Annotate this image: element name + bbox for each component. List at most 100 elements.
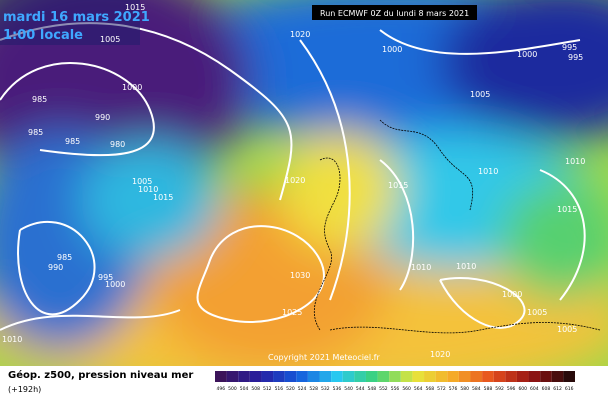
isobar-label: 1015 — [125, 3, 145, 12]
scale-label: 604 — [530, 386, 539, 392]
isobar-label: 1020 — [285, 176, 305, 185]
isobar-label: 1010 — [565, 157, 585, 166]
scale-swatch — [424, 371, 436, 382]
scale-label: 520 — [286, 386, 295, 392]
scale-label: 572 — [437, 386, 446, 392]
scale-label: 496 — [217, 386, 226, 392]
isobar-label: 990 — [48, 263, 63, 272]
footer-title: Géop. z500, pression niveau mer — [8, 369, 193, 381]
scale-swatch — [447, 371, 459, 382]
scale-swatch — [528, 371, 541, 382]
scale-swatch — [435, 371, 448, 382]
isobar-label: 1030 — [290, 271, 310, 280]
scale-swatch — [470, 371, 483, 382]
scale-swatch — [563, 371, 575, 382]
footer-lead: (+192h) — [8, 385, 41, 394]
scale-label: 532 — [321, 386, 330, 392]
isobar-label: 1000 — [502, 290, 522, 299]
scale-swatch — [261, 371, 274, 382]
isobar-label: 1015 — [388, 181, 408, 190]
isobar-label: 1010 — [2, 335, 22, 344]
scale-swatch — [365, 371, 378, 382]
scale-label: 616 — [565, 386, 574, 392]
scale-label: 556 — [391, 386, 400, 392]
scale-label: 576 — [449, 386, 458, 392]
isobar-label: 1010 — [456, 262, 476, 271]
isobar-label: 1015 — [557, 205, 577, 214]
scale-label: 560 — [402, 386, 411, 392]
isobar-label: 1005 — [100, 35, 120, 44]
isobar-label: 1000 — [517, 50, 537, 59]
isobar-label: 1005 — [470, 90, 490, 99]
isobar-label: 1005 — [557, 325, 577, 334]
scale-label: 600 — [518, 386, 527, 392]
scale-swatch — [342, 371, 355, 382]
isobar-label: 1010 — [478, 167, 498, 176]
isobar-label: 1020 — [430, 350, 450, 359]
isobar-label: 990 — [95, 113, 110, 122]
scale-swatch — [540, 371, 552, 382]
isobar-label: 985 — [65, 137, 80, 146]
isobar-label: 1020 — [290, 30, 310, 39]
scale-label: 528 — [309, 386, 318, 392]
isobar-labels: 1015100510201000100099599510009859909859… — [2, 3, 585, 359]
isobar-label: 1005 — [132, 177, 152, 186]
isobar-label: 1000 — [105, 280, 125, 289]
scale-label: 524 — [298, 386, 307, 392]
scale-label: 612 — [553, 386, 562, 392]
scale-label: 588 — [484, 386, 493, 392]
coastlines — [313, 119, 601, 334]
scale-swatch — [389, 371, 401, 382]
scale-swatch — [296, 371, 308, 382]
scale-swatch — [377, 371, 390, 382]
isobar-label: 985 — [57, 253, 72, 262]
scale-swatch — [493, 371, 506, 382]
map-time: 1:00 locale — [3, 28, 83, 43]
scale-label: 568 — [426, 386, 435, 392]
scale-swatch — [215, 371, 227, 382]
scale-label: 564 — [414, 386, 423, 392]
scale-label: 540 — [344, 386, 353, 392]
scale-swatch — [458, 371, 471, 382]
scale-swatch — [354, 371, 366, 382]
scale-swatch — [249, 371, 262, 382]
isobar-label: 985 — [32, 95, 47, 104]
isobar-label: 980 — [110, 140, 125, 149]
scale-label: 504 — [240, 386, 249, 392]
isobar-label: 1010 — [138, 185, 158, 194]
scale-swatch — [273, 371, 285, 382]
scale-label: 508 — [251, 386, 260, 392]
scale-label: 516 — [275, 386, 284, 392]
isobar-label: 995 — [568, 53, 583, 62]
scale-swatch — [505, 371, 517, 382]
isobar-label: 995 — [562, 43, 577, 52]
scale-swatch — [284, 371, 297, 382]
run-info: Run ECMWF 0Z du lundi 8 mars 2021 — [320, 9, 469, 18]
isobar-label: 1015 — [153, 193, 173, 202]
scale-swatch — [551, 371, 564, 382]
scale-swatch — [516, 371, 529, 382]
scale-label: 500 — [228, 386, 237, 392]
scale-label: 548 — [367, 386, 376, 392]
isobar-label: 1000 — [382, 45, 402, 54]
isobar-label: 985 — [28, 128, 43, 137]
scale-label: 544 — [356, 386, 365, 392]
isobar-label: 995 — [98, 273, 113, 282]
scale-swatch — [319, 371, 332, 382]
scale-swatch — [412, 371, 425, 382]
scale-label: 512 — [263, 386, 272, 392]
isobar-label: 1010 — [411, 263, 431, 272]
scale-label: 584 — [472, 386, 481, 392]
scale-swatch — [331, 371, 343, 382]
scale-swatch — [482, 371, 494, 382]
scale-swatch — [238, 371, 250, 382]
copyright: Copyright 2021 Meteociel.fr — [268, 353, 380, 362]
scale-swatch — [400, 371, 413, 382]
scale-swatch — [226, 371, 239, 382]
isobar-label: 1025 — [282, 308, 302, 317]
scale-label: 596 — [507, 386, 516, 392]
isobar-label: 1000 — [122, 83, 142, 92]
map-date: mardi 16 mars 2021 — [3, 10, 150, 25]
